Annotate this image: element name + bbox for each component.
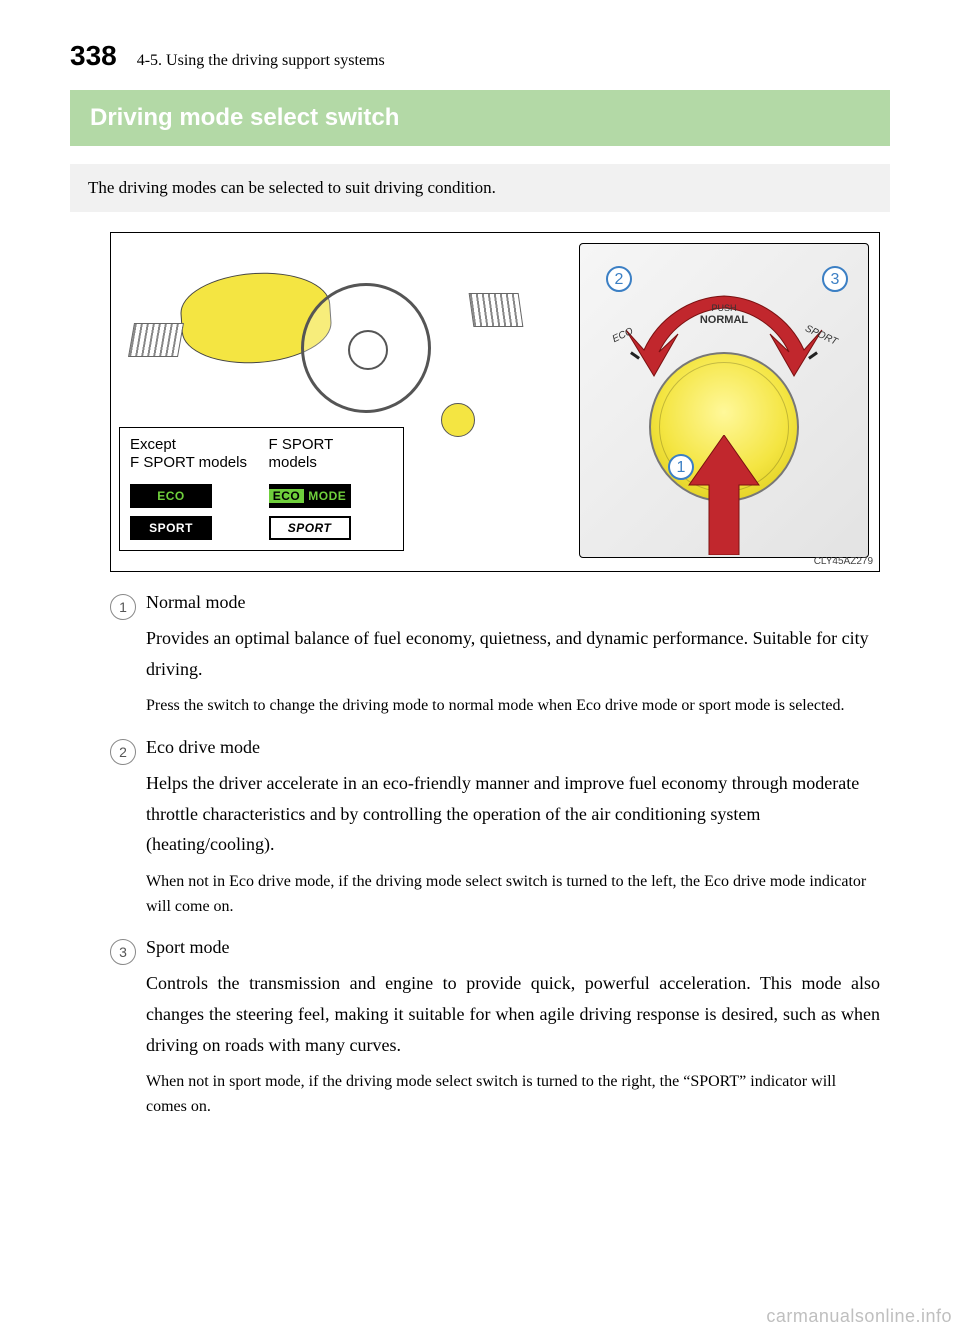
mode-name: Sport mode — [146, 937, 880, 958]
indicator-legend: Except F SPORT models ECO SPORT F SPORT … — [119, 427, 404, 551]
item-number: 3 — [110, 939, 136, 965]
mode-item-eco: 2 Eco drive mode Helps the driver accele… — [110, 737, 880, 937]
eco-mode-indicator-badge: ECO MODE — [269, 484, 351, 508]
push-arrow-icon — [684, 435, 764, 555]
mode-description: Provides an optimal balance of fuel econ… — [146, 623, 880, 684]
steering-wheel-icon — [301, 283, 431, 413]
dial-panel: PUSH NORMAL ECO SPORT 1 2 3 — [579, 243, 869, 558]
item-number: 2 — [110, 739, 136, 765]
callout-3: 3 — [822, 266, 848, 292]
intro-box: The driving modes can be selected to sui… — [70, 164, 890, 212]
figure-driving-mode: Except F SPORT models ECO SPORT F SPORT … — [110, 232, 880, 572]
mode-note: Press the switch to change the driving m… — [146, 694, 880, 719]
mode-note: When not in sport mode, if the driving m… — [146, 1070, 880, 1120]
item-number: 1 — [110, 594, 136, 620]
mode-description: Controls the transmission and engine to … — [146, 968, 880, 1060]
vent-icon — [128, 323, 184, 357]
watermark: carmanualsonline.info — [766, 1306, 952, 1327]
figure-code: CLY45AZ279 — [814, 556, 873, 567]
vent-icon — [469, 293, 524, 327]
callout-1: 1 — [668, 454, 694, 480]
legend-col-fsport: F SPORT models ECO MODE SPORT — [269, 436, 394, 540]
mode-name: Normal mode — [146, 592, 880, 613]
callout-2: 2 — [606, 266, 632, 292]
eco-mode-left: ECO — [269, 489, 305, 503]
mode-name: Eco drive mode — [146, 737, 880, 758]
page: 338 4-5. Using the driving support syste… — [0, 0, 960, 1138]
sport-indicator-badge: SPORT — [130, 516, 212, 540]
mode-note: When not in Eco drive mode, if the drivi… — [146, 870, 880, 920]
mode-item-normal: 1 Normal mode Provides an optimal balanc… — [110, 592, 880, 737]
mode-item-sport: 3 Sport mode Controls the transmission a… — [110, 937, 880, 1137]
section-label: 4-5. Using the driving support systems — [137, 52, 385, 70]
legend-label: Except F SPORT models — [130, 436, 255, 476]
legend-col-except-fsport: Except F SPORT models ECO SPORT — [130, 436, 255, 540]
page-number: 338 — [70, 40, 117, 72]
normal-text: NORMAL — [580, 314, 868, 326]
title-bar: Driving mode select switch — [70, 90, 890, 146]
dial-push-label: PUSH NORMAL — [580, 304, 868, 326]
mode-description: Helps the driver accelerate in an eco-fr… — [146, 768, 880, 860]
eco-indicator-badge: ECO — [130, 484, 212, 508]
page-header: 338 4-5. Using the driving support syste… — [70, 40, 890, 72]
eco-mode-right: MODE — [304, 489, 350, 503]
push-text: PUSH — [580, 304, 868, 314]
mode-switch-location-icon — [441, 403, 475, 437]
sport-indicator-badge-fsport: SPORT — [269, 516, 351, 540]
legend-label: F SPORT models — [269, 436, 394, 476]
